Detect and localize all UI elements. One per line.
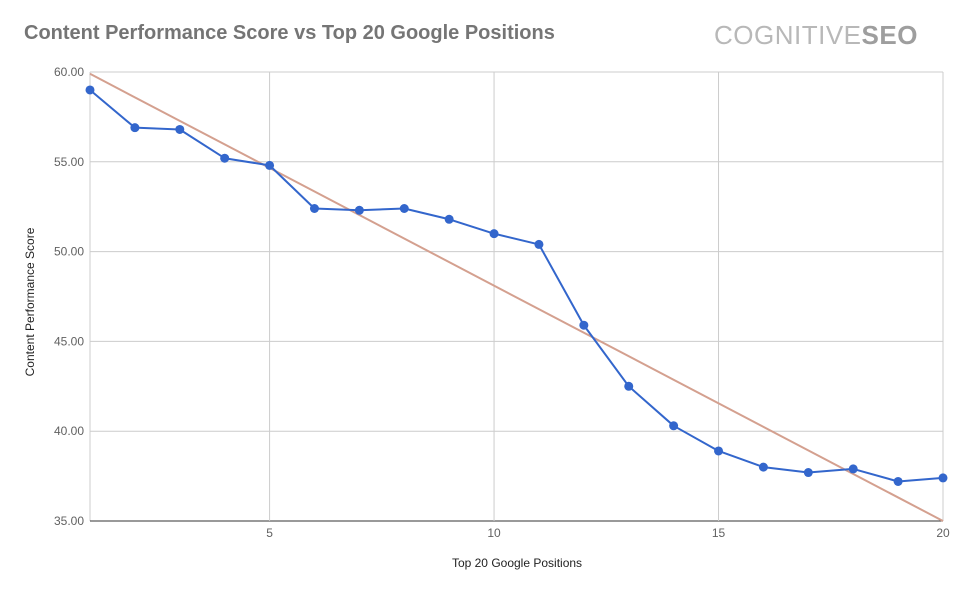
data-point [354,205,364,215]
data-point [175,124,185,134]
series-layer [85,85,948,486]
data-point [444,214,454,224]
data-point [624,381,634,391]
data-point [220,153,230,163]
data-point [85,85,95,95]
data-point [714,446,724,456]
y-tick-label: 45.00 [54,334,84,348]
data-point [758,462,768,472]
data-point [579,320,589,330]
tick-labels: 35.00 40.00 45.00 50.00 55.00 60.00 5 10 15 20 [54,65,950,540]
data-point [803,468,813,478]
cognitiveseo-logo: COGNITIVESEO [714,20,918,50]
grid [89,71,944,522]
y-axis-title: Content Performance Score [23,227,37,376]
x-tick-label: 20 [936,526,950,540]
data-point [265,160,275,170]
y-tick-label: 40.00 [54,424,84,438]
chart-title: Content Performance Score vs Top 20 Goog… [24,22,555,44]
x-tick-label: 5 [266,526,273,540]
y-tick-label: 50.00 [54,245,84,259]
data-point [489,229,499,239]
series-line [89,89,944,483]
data-point [938,473,948,483]
trendline-layer [89,72,944,522]
data-point [309,203,319,213]
x-tick-label: 10 [487,526,501,540]
y-tick-label: 60.00 [54,65,84,79]
data-point [534,239,544,249]
x-axis-title: Top 20 Google Positions [452,556,582,570]
x-tick-label: 15 [712,526,726,540]
y-tick-label: 35.00 [54,514,84,528]
data-point [669,421,679,431]
data-point [399,203,409,213]
data-point [130,123,140,133]
data-point [893,476,903,486]
trendline [89,72,944,522]
data-point [848,464,858,474]
y-tick-label: 55.00 [54,155,84,169]
